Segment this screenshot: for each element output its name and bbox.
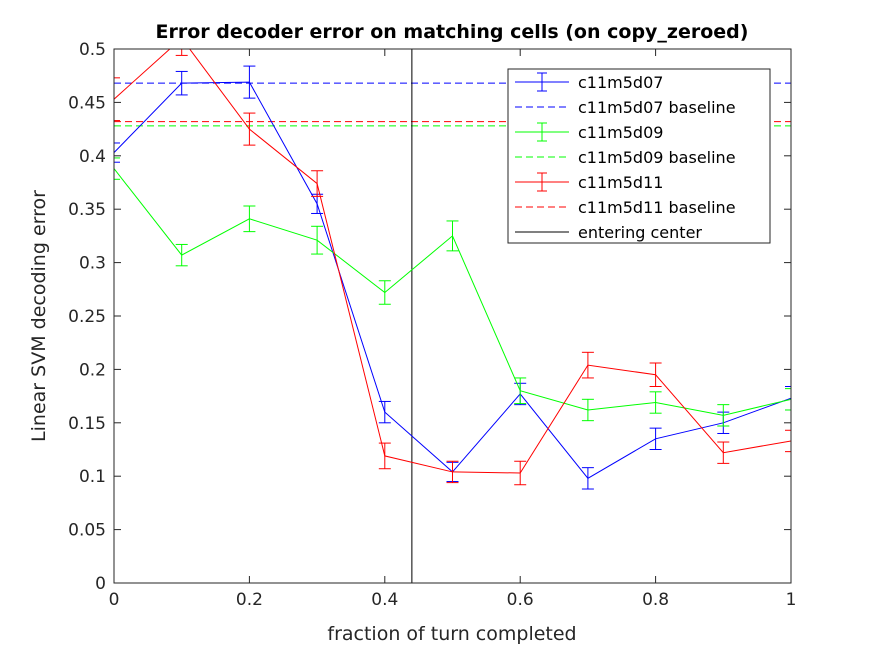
y-tick-label: 0.3 xyxy=(79,254,106,274)
y-tick-label: 0 xyxy=(95,574,106,594)
y-tick-label: 0.25 xyxy=(68,307,106,327)
x-axis-label: fraction of turn completed xyxy=(327,623,576,645)
error-bar-c11m5d11-1 xyxy=(175,49,188,56)
error-bar-c11m5d11-6 xyxy=(514,460,527,486)
x-tick-label: 0.2 xyxy=(236,590,263,610)
error-bar-c11m5d11-4 xyxy=(378,442,391,470)
y-tick-label: 0.05 xyxy=(68,521,106,541)
error-bar-c11m5d11-2 xyxy=(243,112,256,146)
error-bar-c11m5d11-3 xyxy=(311,170,324,197)
x-tick-label: 1 xyxy=(786,590,797,610)
y-tick-label: 0.45 xyxy=(68,93,106,113)
legend-entry-c11m5d09: c11m5d09 xyxy=(515,122,663,142)
error-bar-c11m5d07-4 xyxy=(378,400,391,424)
legend-entry-c11m5d07: c11m5d07 xyxy=(515,72,663,92)
error-bar-c11m5d11-0 xyxy=(114,77,120,122)
error-bar-c11m5d11-9 xyxy=(717,441,730,464)
error-bar-c11m5d07-1 xyxy=(175,70,188,96)
error-bar-c11m5d09-9 xyxy=(717,404,730,427)
legend-label: c11m5d09 baseline xyxy=(578,148,736,167)
error-bar-c11m5d07-7 xyxy=(581,467,594,490)
y-tick-label: 0.35 xyxy=(68,200,106,220)
error-bar-c11m5d09-4 xyxy=(378,280,391,305)
x-tick-label: 0 xyxy=(109,590,120,610)
error-bar-c11m5d11-10 xyxy=(785,429,791,453)
error-bar-c11m5d09-0 xyxy=(114,157,120,180)
error-bar-c11m5d09-1 xyxy=(175,243,188,267)
error-bar-c11m5d09-2 xyxy=(243,205,256,233)
legend-label: entering center xyxy=(578,223,702,242)
error-bar-c11m5d09-5 xyxy=(446,220,459,252)
legend-label: c11m5d07 xyxy=(578,73,663,92)
y-tick-label: 0.1 xyxy=(79,467,106,487)
x-tick-label: 0.6 xyxy=(507,590,534,610)
x-tick-label: 0.8 xyxy=(642,590,669,610)
legend-entry-c11m5d11: c11m5d11 xyxy=(515,172,663,192)
x-axis: 0 0.2 0.4 0.6 0.8 1 xyxy=(109,49,797,610)
y-axis-label: Linear SVM decoding error xyxy=(28,190,50,442)
y-tick-label: 0.5 xyxy=(79,40,106,60)
legend-label: c11m5d11 xyxy=(578,173,663,192)
y-tick-label: 0.4 xyxy=(79,147,106,167)
error-bar-c11m5d07-2 xyxy=(243,65,256,99)
error-bar-c11m5d07-0 xyxy=(114,142,120,163)
error-bar-c11m5d09-3 xyxy=(311,225,324,255)
legend-label: c11m5d09 xyxy=(578,123,663,142)
error-bar-c11m5d09-10 xyxy=(785,388,791,411)
legend-entry-c11m5d07-baseline: c11m5d07 baseline xyxy=(515,98,736,117)
error-bar-c11m5d09-8 xyxy=(649,391,662,414)
y-tick-label: 0.15 xyxy=(68,414,106,434)
error-bar-c11m5d11-7 xyxy=(581,351,594,379)
legend-entry-c11m5d09-baseline: c11m5d09 baseline xyxy=(515,148,736,167)
legend: c11m5d07 c11m5d07 baseline c11m5d09 c11m5d0… xyxy=(507,68,771,244)
chart-title: Error decoder error on matching cells (o… xyxy=(156,21,749,43)
x-tick-label: 0.4 xyxy=(371,590,398,610)
error-bar-c11m5d11-5 xyxy=(446,460,459,484)
legend-label: c11m5d11 baseline xyxy=(578,198,736,217)
y-axis: 0 0.05 0.1 0.15 0.2 0.25 0.3 0.35 0.4 0.45 0.5 xyxy=(68,40,791,594)
error-bar-c11m5d09-6 xyxy=(514,377,527,405)
y-tick-label: 0.2 xyxy=(79,360,106,380)
legend-box xyxy=(507,68,771,244)
error-bar-c11m5d09-7 xyxy=(581,398,594,422)
error-bar-c11m5d07-8 xyxy=(649,427,662,450)
error-bar-c11m5d11-8 xyxy=(649,362,662,387)
legend-entry-entering-center: entering center xyxy=(515,223,702,242)
legend-entry-c11m5d11-baseline: c11m5d11 baseline xyxy=(515,198,736,217)
legend-label: c11m5d07 baseline xyxy=(578,98,736,117)
